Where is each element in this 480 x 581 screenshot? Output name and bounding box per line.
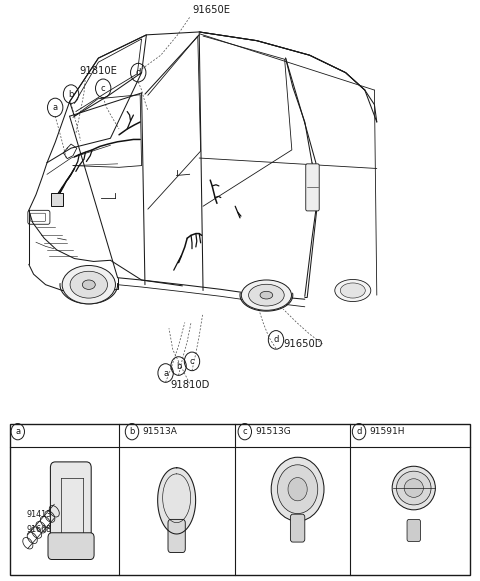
Text: a: a [53, 103, 58, 112]
Ellipse shape [340, 283, 365, 298]
Text: b: b [68, 89, 74, 99]
Text: 91513A: 91513A [143, 427, 178, 436]
Text: b: b [176, 361, 181, 371]
Bar [10, 424, 470, 575]
Text: 91810E: 91810E [79, 66, 117, 77]
Text: a: a [163, 368, 168, 378]
FancyBboxPatch shape [306, 164, 319, 211]
FancyBboxPatch shape [168, 519, 185, 553]
FancyBboxPatch shape [50, 462, 91, 549]
Text: 91650D: 91650D [283, 339, 323, 349]
Text: b: b [129, 427, 135, 436]
FancyBboxPatch shape [407, 519, 420, 541]
Text: 91668: 91668 [26, 525, 51, 535]
Ellipse shape [335, 279, 371, 302]
Ellipse shape [241, 280, 291, 310]
Text: c: c [190, 357, 194, 366]
Ellipse shape [404, 479, 423, 497]
Circle shape [277, 465, 318, 514]
Ellipse shape [70, 271, 108, 298]
Text: d: d [356, 427, 362, 436]
Text: c: c [101, 84, 106, 93]
Ellipse shape [62, 266, 115, 304]
Ellipse shape [260, 291, 273, 299]
Ellipse shape [83, 280, 95, 289]
Circle shape [271, 457, 324, 521]
Text: 91650E: 91650E [192, 5, 230, 16]
Ellipse shape [396, 471, 431, 505]
Polygon shape [157, 468, 196, 534]
Circle shape [288, 478, 307, 501]
Text: 91513G: 91513G [255, 427, 291, 436]
Text: d: d [135, 68, 141, 77]
FancyBboxPatch shape [48, 533, 94, 560]
Ellipse shape [249, 284, 284, 306]
Text: a: a [15, 427, 20, 436]
Text: c: c [242, 427, 247, 436]
Ellipse shape [392, 466, 435, 510]
FancyBboxPatch shape [51, 193, 63, 206]
Text: 91591H: 91591H [370, 427, 405, 436]
Text: 91413: 91413 [26, 510, 51, 519]
Text: 91810D: 91810D [170, 380, 210, 390]
FancyBboxPatch shape [290, 514, 305, 542]
Text: d: d [273, 335, 279, 345]
